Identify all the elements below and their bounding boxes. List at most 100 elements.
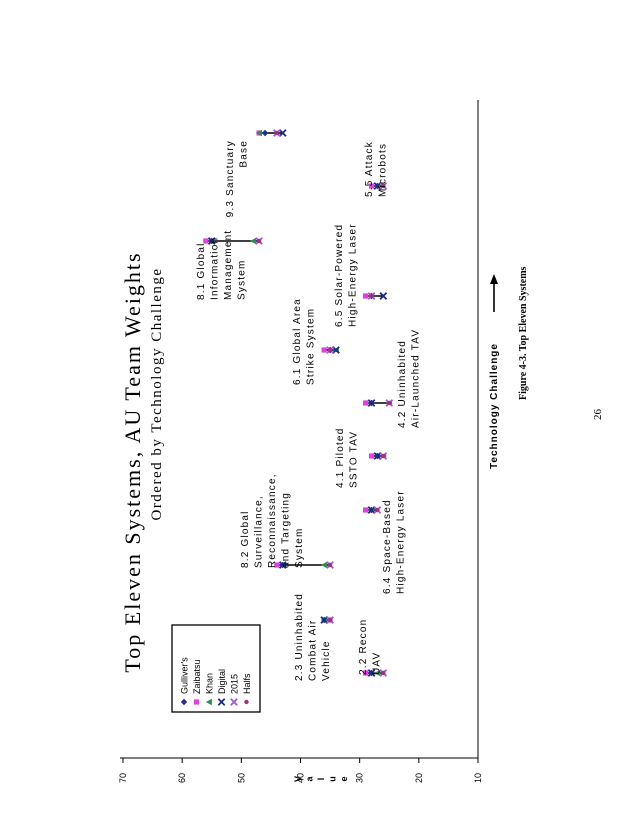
system-labels: 2.2 Recon UAV 2.3 Uninhabited Combat Air Veh…	[196, 140, 422, 681]
data-point	[278, 129, 287, 137]
system-label-line: Microbots	[378, 143, 389, 197]
data-point	[320, 616, 329, 624]
system-point-group	[274, 561, 334, 569]
data-point	[274, 562, 280, 568]
system-label-line: High-Energy Laser	[348, 223, 359, 327]
value-tick-label: 10	[473, 773, 483, 783]
value-tick-label: 20	[414, 773, 424, 783]
system-label: 5.5 Attack Microbots	[364, 141, 389, 197]
system-label-line: 6.4 Space-Based	[382, 499, 393, 594]
legend-marker-stroke	[217, 698, 226, 706]
data-point	[368, 453, 375, 459]
system-label-line: High-Energy Laser	[396, 490, 407, 594]
system-label-line: 4.2 Uninhabited	[397, 340, 408, 428]
legend: Gulliver's Zaibatsu Khan Digital 2015 Halfs	[171, 624, 261, 713]
system-label-line: System	[294, 527, 305, 568]
data-point	[373, 452, 382, 460]
data-point	[375, 507, 380, 513]
data-point	[362, 400, 369, 406]
legend-entry: Digital	[217, 669, 227, 694]
legend-marker-stroke	[230, 698, 238, 706]
system-point-group	[320, 616, 334, 624]
data-point	[261, 129, 269, 137]
data-point	[387, 400, 392, 406]
data-point	[332, 346, 340, 354]
data-point	[321, 347, 327, 353]
system-label: 2.3 Uninhabited Combat Air Vehicle	[294, 593, 332, 681]
page-number: 26	[592, 409, 604, 420]
value-axis-label-letter: a	[305, 776, 315, 782]
system-label-line: and Targeting	[281, 492, 292, 568]
system-label-line: Strike System	[306, 308, 317, 385]
value-axis-label-letter: u	[328, 776, 338, 782]
system-point-group	[362, 669, 388, 677]
data-point	[368, 183, 375, 189]
system-point-group	[255, 129, 287, 137]
system-label: 9.3 Sanctuary Base	[225, 140, 250, 217]
system-label-line: UAV	[372, 652, 383, 675]
value-axis-label-letter: l	[316, 778, 326, 781]
system-point-group	[362, 399, 394, 407]
system-label: 8.1 Global Information Management System	[196, 230, 248, 300]
system-label-line: Combat Air	[308, 620, 319, 681]
data-point	[362, 507, 369, 513]
chart-subtitle: Ordered by Technology Challenge	[149, 267, 165, 520]
value-tick-label: 60	[177, 773, 187, 783]
system-label: 8.2 Global Surveillance, Reconnaissance, an…	[240, 473, 305, 568]
value-axis-label-letter: V	[293, 776, 303, 782]
system-point-group	[362, 292, 388, 300]
value-tick-label: 30	[355, 773, 365, 783]
data-point	[367, 506, 376, 514]
legend-entry: Gulliver's	[180, 657, 190, 694]
figure-caption: Figure 4-3. Top Eleven Systems	[518, 266, 529, 400]
value-axis-label-letter: e	[339, 776, 349, 781]
system-label-line: Surveillance,	[254, 495, 265, 568]
value-axis-ticks: 70 60 50 40 30 20 10	[118, 758, 483, 783]
system-label-line: 6.5 Solar-Powered	[334, 224, 345, 327]
data-point	[327, 562, 333, 568]
system-label-line: 6.1 Global Area	[292, 298, 303, 385]
data-point	[255, 129, 262, 137]
system-point-group	[368, 452, 388, 460]
data-point	[207, 237, 216, 245]
value-tick-label: 70	[118, 773, 128, 783]
system-label-line: 8.2 Global	[240, 510, 251, 568]
system-label-line: 9.3 Sanctuary	[225, 140, 236, 217]
data-point	[362, 670, 369, 676]
data-point	[373, 182, 382, 190]
system-label-line: SSTO TAV	[349, 431, 360, 488]
system-label-line: 2.2 Recon	[358, 619, 369, 675]
data-point	[379, 292, 388, 300]
data-point-stroke	[320, 616, 329, 624]
system-point-group	[362, 506, 382, 514]
data-points	[203, 129, 394, 677]
technology-axis-label: Technology Challenge	[489, 343, 500, 469]
data-point-stroke	[278, 129, 287, 137]
legend-marker	[193, 699, 200, 705]
data-point	[278, 561, 287, 569]
data-point	[203, 238, 209, 244]
system-label-line: Air-Launched TAV	[411, 329, 422, 428]
data-point-stroke	[207, 237, 216, 245]
system-label-line: System	[237, 259, 248, 300]
data-point-stroke	[373, 452, 382, 460]
legend-marker	[217, 698, 226, 706]
system-point-group	[203, 237, 263, 245]
system-label: 4.1 Piloted SSTO TAV	[335, 428, 360, 488]
data-point	[381, 453, 386, 459]
chart-titles: Top Eleven Systems, AU Team Weights Order…	[120, 251, 165, 672]
data-point-stroke	[367, 669, 376, 677]
data-point	[381, 183, 386, 189]
chart-title: Top Eleven Systems, AU Team Weights	[120, 251, 145, 672]
legend-entry: Zaibatsu	[192, 659, 202, 694]
system-label: 6.5 Solar-Powered High-Energy Laser	[334, 223, 359, 327]
value-tick-label: 40	[296, 773, 306, 783]
data-point	[367, 399, 376, 407]
system-point-group	[368, 182, 388, 190]
data-point-stroke	[278, 561, 287, 569]
data-point-stroke	[367, 506, 376, 514]
data-point	[256, 238, 262, 244]
legend-box	[171, 624, 261, 713]
legend-entry: Khan	[205, 673, 215, 694]
